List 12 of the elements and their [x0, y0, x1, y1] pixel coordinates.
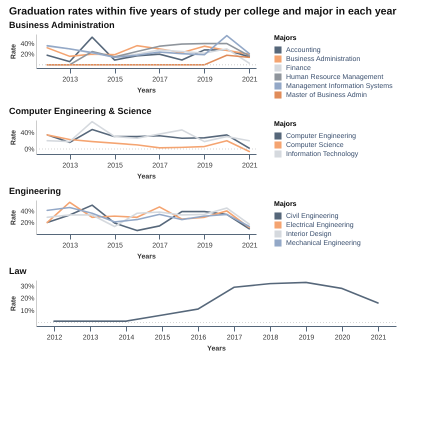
line-series: [46, 44, 250, 58]
chart-title: Computer Engineering & Science: [8, 106, 152, 116]
chart-title: Law: [8, 266, 28, 276]
line-series: [46, 128, 250, 149]
chart-title: Graduation rates within five years of study per college and major in each year: [8, 6, 396, 18]
chart-title: Engineering: [8, 186, 62, 196]
line-series: [46, 134, 250, 152]
line-series: [46, 34, 250, 58]
line-series: [53, 282, 379, 322]
line-series: [46, 36, 250, 62]
chart-subtitle: Business Administration: [8, 20, 115, 30]
line-series: [46, 120, 250, 142]
